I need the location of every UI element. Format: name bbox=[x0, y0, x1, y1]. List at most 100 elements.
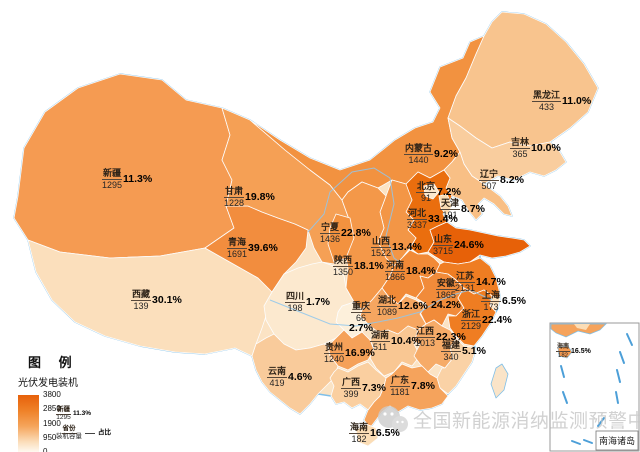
legend: 图 例 光伏发电装机 3800 2850 1900 950 0 新疆 1295 1… bbox=[18, 352, 148, 452]
province-label-heilongjiang: 黑龙江 433 11.0% bbox=[532, 91, 591, 112]
inset-hainan-label: 海南 182 16.5% bbox=[556, 344, 591, 359]
province-shape-zhejiang bbox=[447, 287, 497, 347]
province-value: 3337 bbox=[407, 220, 428, 230]
province-value: 1228 bbox=[224, 198, 245, 208]
province-value: 66 bbox=[355, 313, 366, 323]
province-value: 1865 bbox=[435, 290, 456, 300]
province-name: 河南 bbox=[385, 260, 406, 272]
province-value: 1436 bbox=[320, 234, 341, 244]
province-label-hunan: 湖南 511 10.4% bbox=[370, 331, 421, 352]
province-name: 海南 bbox=[556, 344, 571, 352]
province-label-chongqing: 重庆 66 2.7% bbox=[349, 302, 373, 334]
province-pct: 39.6% bbox=[248, 242, 278, 255]
province-pct: 16.9% bbox=[345, 347, 375, 360]
province-label-jiangxi: 江西 1013 22.3% bbox=[415, 327, 466, 348]
inset-mainland-fragment bbox=[550, 323, 607, 338]
province-pct: 8.7% bbox=[461, 203, 485, 216]
province-value: 1691 bbox=[227, 249, 248, 259]
province-value: 182 bbox=[558, 353, 569, 359]
province-value: 419 bbox=[269, 378, 285, 388]
province-pct: 7.2% bbox=[437, 186, 461, 199]
province-value: 1522 bbox=[371, 248, 392, 258]
province-label-xinjiang: 新疆 1295 11.3% bbox=[102, 169, 152, 190]
province-pct: 9.2% bbox=[434, 148, 458, 161]
province-pct: 8.2% bbox=[500, 174, 524, 187]
province-value: 399 bbox=[343, 389, 359, 399]
province-name: 江西 bbox=[415, 326, 436, 338]
province-shape-hainan bbox=[355, 423, 379, 447]
province-label-hebei: 河北 3337 33.4% bbox=[407, 209, 458, 230]
province-label-hubei: 湖北 1089 12.6% bbox=[377, 296, 428, 317]
inset-hainan-island bbox=[557, 345, 573, 359]
province-value: 511 bbox=[372, 342, 388, 352]
yangtze-river bbox=[269, 289, 493, 327]
province-label-beijing: 北京 91 7.2% bbox=[416, 182, 461, 203]
region-shape-taiwan bbox=[490, 363, 509, 399]
province-label-shanxi: 山西 1522 13.4% bbox=[371, 237, 422, 258]
province-pct: 19.8% bbox=[245, 191, 275, 204]
legend-tick: 3800 bbox=[43, 390, 61, 399]
province-value: 1013 bbox=[415, 338, 436, 348]
province-value: 2129 bbox=[461, 321, 482, 331]
province-pct: 16.5% bbox=[571, 348, 591, 355]
province-label-shanghai: 上海 173 6.5% bbox=[481, 291, 526, 312]
province-value: 1089 bbox=[377, 307, 398, 317]
province-label-anhui: 安徽 1865 24.2% bbox=[431, 279, 461, 311]
province-name: 青海 bbox=[227, 237, 248, 249]
province-name: 四川 bbox=[285, 291, 306, 303]
legend-annot-line bbox=[85, 432, 95, 434]
province-pct: 13.4% bbox=[392, 241, 422, 254]
legend-annot-capacity: 装机容量 bbox=[56, 432, 82, 440]
province-shape-xinjiang bbox=[13, 73, 235, 259]
legend-ticks: 3800 2850 1900 950 0 bbox=[43, 391, 61, 452]
legend-example-name: 新疆 bbox=[56, 406, 71, 415]
province-value: 340 bbox=[443, 352, 459, 362]
province-label-qinghai: 青海 1691 39.6% bbox=[227, 238, 278, 259]
legend-tick: 950 bbox=[43, 432, 57, 442]
province-name: 辽宁 bbox=[479, 169, 500, 181]
province-value: 1240 bbox=[324, 354, 345, 364]
province-shape-heilongjiang bbox=[447, 11, 599, 149]
inset-title-box bbox=[595, 430, 639, 451]
province-pct: 18.1% bbox=[354, 260, 384, 273]
legend-tick: 2850 bbox=[43, 404, 61, 414]
province-pct: 33.4% bbox=[428, 213, 458, 226]
province-label-jiangsu: 江苏 2131 14.7% bbox=[455, 272, 506, 293]
legend-example-pct: 11.3% bbox=[73, 409, 92, 417]
province-label-henan: 河南 1866 18.4% bbox=[385, 261, 436, 282]
province-value: 182 bbox=[351, 434, 367, 444]
nine-dash-line bbox=[560, 333, 633, 445]
province-pct: 24.6% bbox=[454, 239, 484, 252]
province-label-fujian: 福建 340 5.1% bbox=[441, 341, 486, 362]
south-china-sea-inset: 南海诸岛 bbox=[549, 322, 640, 452]
province-name: 天津 bbox=[440, 198, 461, 210]
province-value: 139 bbox=[133, 301, 149, 311]
province-pct: 30.1% bbox=[152, 294, 182, 307]
province-name: 云南 bbox=[267, 366, 288, 378]
province-pct: 7.3% bbox=[362, 382, 386, 395]
legend-example: 新疆 1295 11.3% 省份 装机容量 占比 bbox=[56, 406, 111, 440]
province-pct: 16.5% bbox=[370, 427, 400, 440]
inset-mainland-fragment-light bbox=[574, 324, 590, 330]
province-pct: 12.6% bbox=[398, 300, 428, 313]
province-shape-fujian bbox=[436, 337, 477, 395]
province-value: 3715 bbox=[433, 246, 454, 256]
inset-title: 南海诸岛 bbox=[599, 435, 635, 446]
province-label-ningxia: 宁夏 1436 22.8% bbox=[320, 223, 371, 244]
province-name: 广东 bbox=[390, 375, 411, 387]
province-label-liaoning: 辽宁 507 8.2% bbox=[479, 170, 524, 191]
province-name: 西藏 bbox=[131, 289, 152, 301]
province-label-tianjin: 天津 191 8.7% bbox=[440, 199, 485, 220]
province-value: 1295 bbox=[102, 180, 123, 190]
province-shape-guangxi bbox=[329, 361, 387, 411]
province-pct: 10.4% bbox=[391, 335, 421, 348]
province-shape-hunan bbox=[369, 325, 421, 377]
province-value: 507 bbox=[481, 181, 497, 191]
province-name: 山东 bbox=[433, 234, 454, 246]
province-label-guizhou: 贵州 1240 16.9% bbox=[324, 343, 375, 364]
province-pct: 10.0% bbox=[531, 142, 561, 155]
province-pct: 14.7% bbox=[476, 276, 506, 289]
province-name: 北京 bbox=[416, 181, 437, 193]
province-name: 内蒙古 bbox=[404, 143, 434, 155]
province-name: 湖北 bbox=[377, 295, 398, 307]
